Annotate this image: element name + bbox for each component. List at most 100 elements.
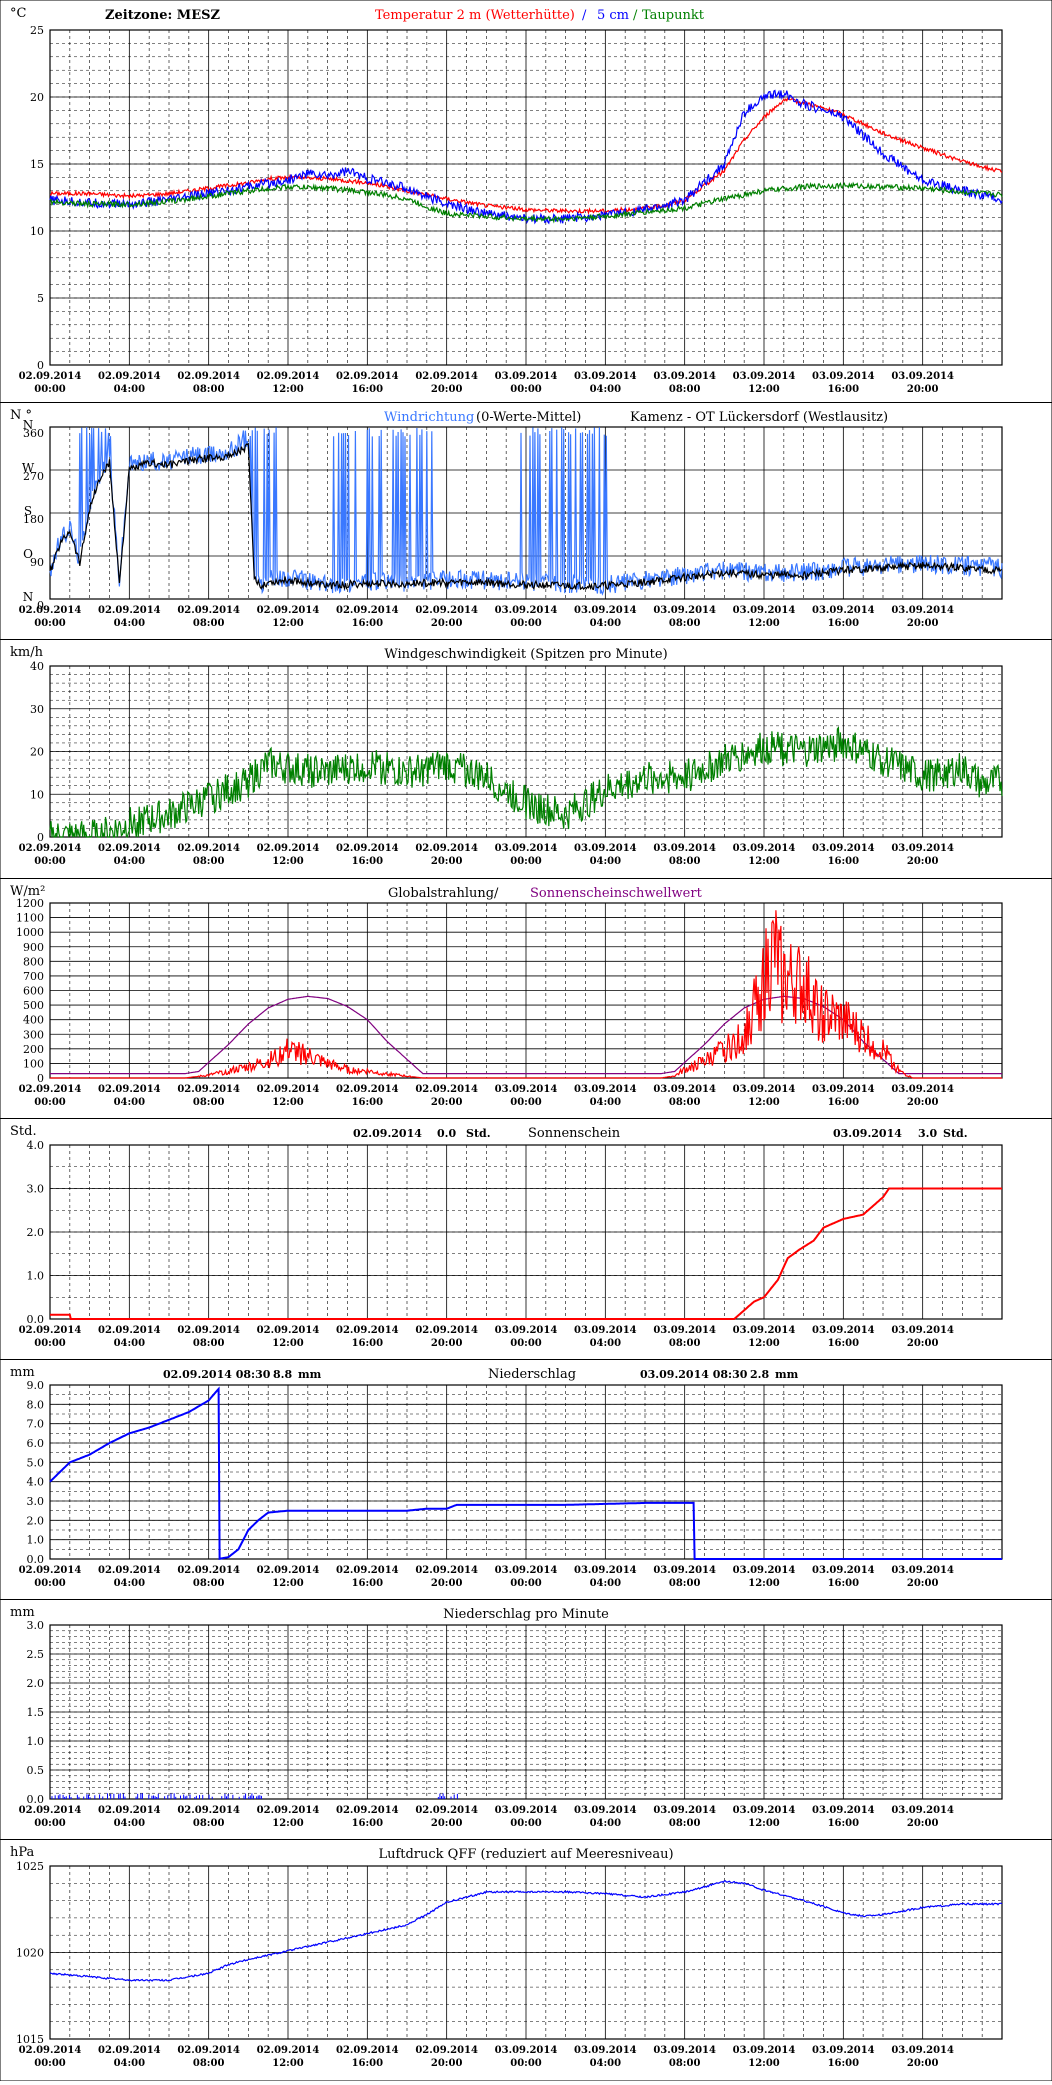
unit-label: hPa [10,1845,35,1860]
x-tick-time: 16:00 [352,384,384,395]
x-tick-time: 20:00 [431,2058,463,2069]
x-tick-time: 04:00 [590,384,622,395]
x-tick-time: 16:00 [352,1097,384,1108]
x-tick-time: 20:00 [907,1338,939,1349]
x-tick-time: 00:00 [510,1818,542,1829]
x-tick-time: 04:00 [114,1338,146,1349]
x-tick-date: 03.09.2014 [653,1084,716,1095]
y-tick-label: 300 [23,1028,44,1041]
x-tick-date: 03.09.2014 [653,1325,716,1336]
x-tick-date: 03.09.2014 [733,605,796,616]
y-tick-label: 180 [23,513,44,526]
y-tick-label: 800 [23,955,44,968]
y-direction-label: N [23,590,34,604]
x-tick-date: 03.09.2014 [733,1805,796,1816]
y-tick-label: 3.0 [27,1183,45,1196]
x-tick-time: 20:00 [431,384,463,395]
x-tick-time: 08:00 [669,384,701,395]
series-line-taupunkt [49,181,1003,224]
grid [49,1624,1003,1800]
chart-title: Std. [943,1127,968,1140]
y-tick-label: 2.5 [27,1648,45,1661]
series-line-windgeschwindigkeit [49,726,1003,838]
series-line-niederschlag [49,1386,1002,1561]
x-tick-time: 08:00 [193,384,225,395]
x-tick-time: 04:00 [114,2058,146,2069]
x-tick-time: 04:00 [590,1578,622,1589]
x-tick-time: 12:00 [272,618,304,629]
y-tick-label: 0.0 [27,1313,45,1326]
x-tick-time: 12:00 [272,1818,304,1829]
chart-title: Zeitzone: MESZ [105,8,220,23]
unit-label: mm [10,1365,35,1380]
x-tick-time: 04:00 [114,1097,146,1108]
y-tick-label: 1.0 [27,1270,45,1283]
y-tick-label: 0 [37,1072,44,1085]
x-tick-date: 02.09.2014 [257,2045,320,2056]
x-tick-time: 20:00 [907,618,939,629]
y-tick-label: 1.0 [27,1534,45,1547]
chart-title: / [633,8,638,23]
x-tick-time: 00:00 [510,1097,542,1108]
unit-label: km/h [10,645,44,660]
y-tick-label: 20 [30,91,44,104]
y-tick-label: 0.0 [27,1553,45,1566]
unit-label: Std. [10,1124,37,1139]
x-tick-date: 03.09.2014 [495,1805,558,1816]
x-tick-date: 02.09.2014 [415,1805,478,1816]
chart-title: Luftdruck QFF (reduziert auf Meeresnivea… [378,1847,673,1862]
y-tick-label: 0 [37,359,44,372]
x-tick-time: 12:00 [748,1338,780,1349]
grid [49,426,1003,600]
y-direction-label: O [23,547,33,561]
x-tick-time: 20:00 [907,1097,939,1108]
x-tick-time: 00:00 [510,856,542,867]
x-tick-time: 16:00 [828,1097,860,1108]
x-tick-time: 00:00 [510,1578,542,1589]
chart-title: / [582,8,587,23]
x-tick-time: 04:00 [114,1818,146,1829]
x-tick-time: 20:00 [907,384,939,395]
x-tick-date: 02.09.2014 [415,1565,478,1576]
x-tick-date: 03.09.2014 [891,1805,954,1816]
x-tick-date: 03.09.2014 [733,843,796,854]
x-tick-time: 12:00 [748,618,780,629]
chart-title: 02.09.2014 08:30 [163,1368,271,1381]
x-tick-date: 02.09.2014 [336,605,399,616]
x-tick-time: 04:00 [114,618,146,629]
chart-title: Temperatur 2 m (Wetterhütte) [375,8,575,23]
chart-title: Windgeschwindigkeit (Spitzen pro Minute) [384,647,667,662]
y-tick-label: 10 [30,788,44,801]
x-tick-time: 04:00 [590,1818,622,1829]
chart-title: (0-Werte-Mittel) [476,410,581,425]
x-tick-date: 03.09.2014 [891,1084,954,1095]
x-tick-time: 00:00 [510,2058,542,2069]
x-tick-time: 00:00 [34,618,66,629]
x-tick-date: 02.09.2014 [19,1805,82,1816]
x-tick-time: 16:00 [352,856,384,867]
x-tick-date: 03.09.2014 [812,1805,875,1816]
x-tick-time: 00:00 [34,1818,66,1829]
x-tick-time: 20:00 [907,856,939,867]
x-tick-time: 08:00 [193,1097,225,1108]
x-tick-date: 03.09.2014 [891,605,954,616]
x-tick-date: 03.09.2014 [891,843,954,854]
x-tick-time: 04:00 [590,618,622,629]
x-tick-date: 03.09.2014 [574,1805,637,1816]
x-tick-date: 03.09.2014 [733,1565,796,1576]
x-tick-date: 02.09.2014 [177,1805,240,1816]
y-tick-label: 40 [30,660,44,673]
x-tick-date: 02.09.2014 [336,1084,399,1095]
chart-title: Niederschlag [488,1367,576,1382]
x-tick-date: 02.09.2014 [98,371,161,382]
x-tick-date: 03.09.2014 [733,371,796,382]
x-tick-time: 08:00 [669,856,701,867]
chart-title: 03.09.2014 [833,1127,902,1140]
x-tick-time: 16:00 [828,1338,860,1349]
x-tick-date: 02.09.2014 [257,1805,320,1816]
x-tick-date: 02.09.2014 [415,371,478,382]
x-tick-date: 02.09.2014 [336,843,399,854]
x-tick-time: 08:00 [669,1578,701,1589]
x-tick-date: 03.09.2014 [812,843,875,854]
